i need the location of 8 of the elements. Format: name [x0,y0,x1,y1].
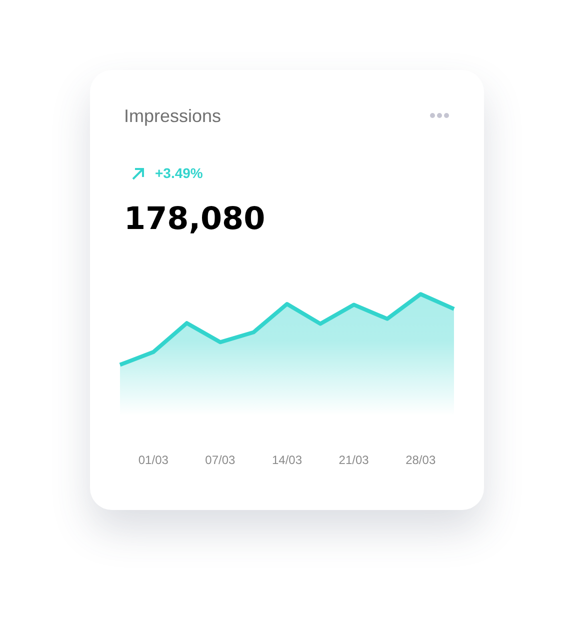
text: +3.49% [155,165,203,181]
x-tick-label: 14/03 [272,453,302,468]
x-tick-label: 21/03 [338,453,370,468]
x-tick-label: 28/03 [406,453,436,468]
x-tick-label: 01/03 [138,453,169,468]
x-tick-label: 07/03 [205,453,236,468]
chart-title: Impressions [124,106,222,127]
chart-subtitle: 178,080 [124,201,266,237]
